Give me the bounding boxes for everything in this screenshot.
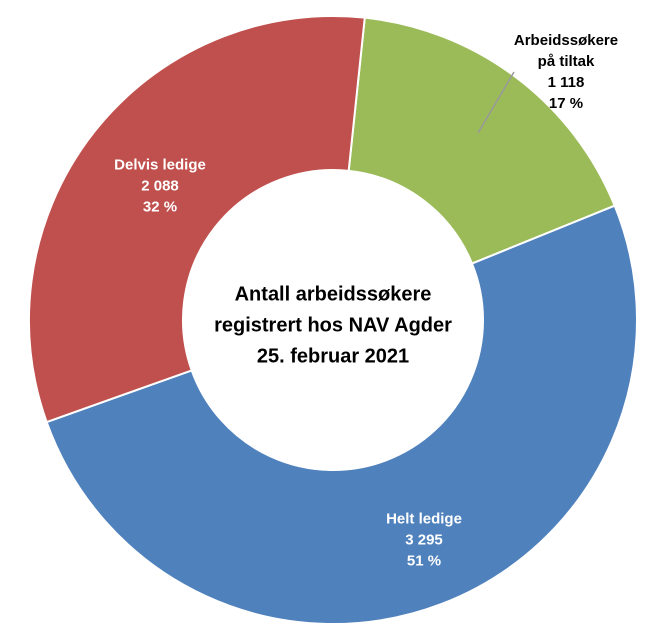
value-label: 3 295: [405, 531, 443, 549]
title-line: 25. februar 2021: [256, 345, 410, 368]
title-line: registrert hos NAV Agder: [214, 314, 452, 337]
category-label: Helt ledige: [386, 510, 462, 528]
donut-segment: [347, 16, 616, 265]
percent-label: 17 %: [548, 95, 584, 112]
category-label: Arbeidssøkere på tiltak: [513, 32, 619, 70]
data-label: Helt ledige 3 295 51 %: [354, 509, 494, 572]
percent-label: 51 %: [406, 552, 442, 570]
value-label: 2 088: [141, 177, 179, 195]
chart-title: Antall arbeidssøkere registrert hos NAV …: [214, 280, 452, 373]
value-label: 1 118: [547, 74, 585, 91]
percent-label: 32 %: [142, 198, 178, 216]
data-label: Delvis ledige 2 088 32 %: [90, 155, 230, 218]
category-label: Delvis ledige: [114, 156, 206, 174]
title-line: Antall arbeidssøkere: [234, 283, 432, 306]
leader-line: [477, 71, 515, 134]
data-label: Arbeidssøkere på tiltak 1 118 17 %: [511, 30, 621, 114]
donut-segment: [45, 204, 638, 625]
donut-segment: [28, 15, 366, 424]
